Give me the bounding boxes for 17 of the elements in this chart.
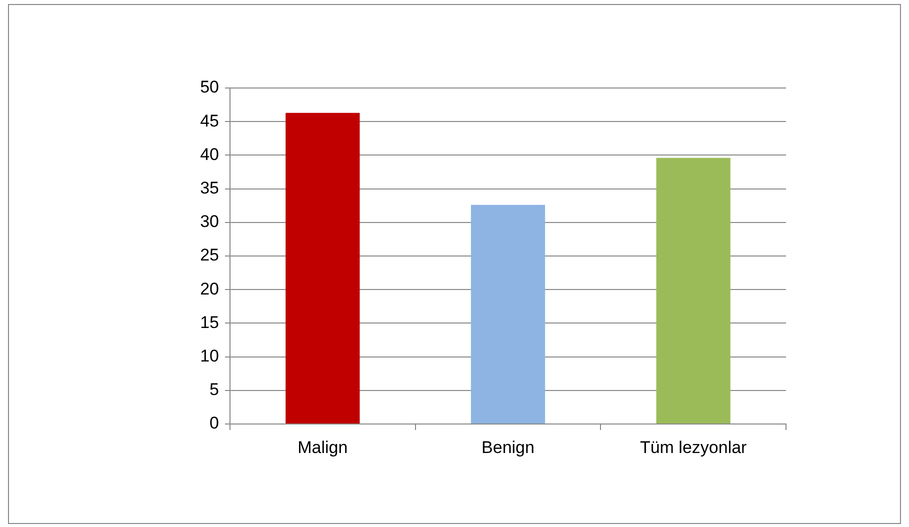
y-tick-label: 30 [200, 212, 219, 232]
bar [286, 112, 360, 424]
bar [470, 204, 546, 424]
y-tick-label: 5 [210, 380, 219, 400]
x-tick-label: Benign [482, 438, 534, 457]
y-tick-label: 40 [200, 144, 219, 164]
y-tick-label: 35 [200, 178, 219, 198]
x-tick-label: Tüm lezyonlar [640, 438, 748, 457]
y-tick-label: 0 [210, 414, 219, 433]
y-tick-label: 50 [200, 78, 219, 97]
y-tick-label: 10 [200, 346, 219, 366]
y-tick-label: 15 [200, 312, 219, 332]
y-tick-label: 20 [200, 279, 219, 298]
y-tick-label: 25 [200, 246, 219, 265]
y-tick-label: 45 [200, 111, 219, 130]
bar [656, 158, 730, 424]
x-tick-label: Malign [298, 438, 348, 457]
